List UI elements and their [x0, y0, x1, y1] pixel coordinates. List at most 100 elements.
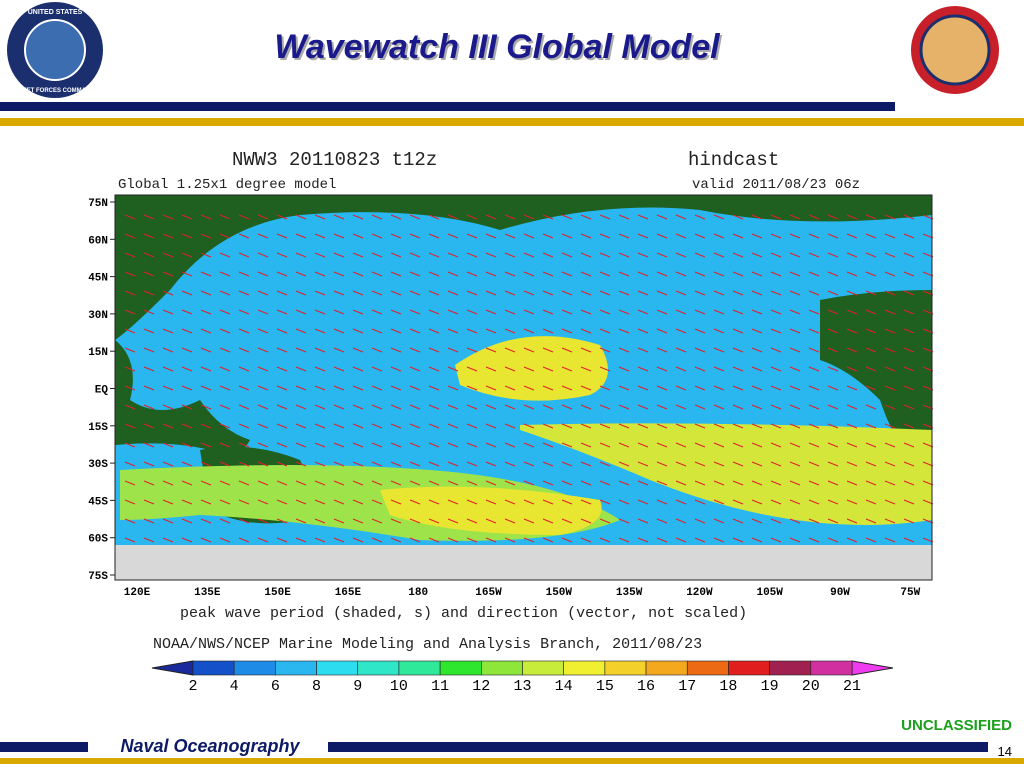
wave-vector — [827, 214, 839, 220]
wave-vector — [580, 366, 592, 372]
wave-vector — [124, 290, 136, 296]
wave-vector — [903, 366, 915, 372]
wave-vector — [846, 404, 858, 410]
wave-vector — [561, 366, 573, 372]
wave-vector — [827, 461, 839, 467]
wave-vector — [314, 461, 326, 467]
wave-vector — [143, 442, 155, 448]
wave-vector — [808, 442, 820, 448]
wave-vector — [751, 290, 763, 296]
wave-vector — [561, 328, 573, 334]
colorbar-label: 11 — [431, 678, 449, 695]
wave-vector — [143, 252, 155, 258]
wave-vector — [922, 385, 934, 391]
wave-vector — [257, 252, 269, 258]
wave-vector — [922, 518, 934, 524]
wave-vector — [922, 309, 934, 315]
wave-vector — [504, 366, 516, 372]
footer-org: Naval Oceanography — [120, 736, 300, 756]
colorbar-label: 13 — [513, 678, 531, 695]
wave-vector — [181, 537, 193, 543]
wave-vector — [428, 518, 440, 524]
colorbar-label: 4 — [230, 678, 239, 695]
colorbar-segment — [481, 660, 523, 676]
wave-vector — [352, 328, 364, 334]
wave-vector — [922, 461, 934, 467]
wave-vector — [922, 404, 934, 410]
wave-vector — [238, 461, 250, 467]
wave-vector — [371, 271, 383, 277]
wave-vector — [447, 461, 459, 467]
wave-vector — [238, 233, 250, 239]
wave-vector — [561, 233, 573, 239]
wave-vector — [751, 518, 763, 524]
wave-vector — [542, 442, 554, 448]
wave-vector — [694, 309, 706, 315]
wave-vector — [903, 385, 915, 391]
wave-vector — [276, 252, 288, 258]
wave-vector — [770, 518, 782, 524]
wave-vector — [770, 366, 782, 372]
wave-vector — [808, 537, 820, 543]
wave-vector — [390, 423, 402, 429]
wave-vector — [219, 290, 231, 296]
wave-vector — [713, 442, 725, 448]
wave-vector — [827, 385, 839, 391]
wave-vector — [580, 252, 592, 258]
wave-vector — [637, 518, 649, 524]
wave-vector — [504, 461, 516, 467]
wave-vector — [827, 290, 839, 296]
wave-vector — [770, 309, 782, 315]
wave-vector — [827, 328, 839, 334]
wave-vector — [846, 271, 858, 277]
wave-vector — [447, 518, 459, 524]
wave-vector — [143, 290, 155, 296]
wave-vector — [504, 309, 516, 315]
wave-vector — [162, 442, 174, 448]
wave-vector — [618, 423, 630, 429]
wave-vector — [371, 404, 383, 410]
wave-vector — [789, 404, 801, 410]
wave-vector — [846, 214, 858, 220]
wave-vector — [713, 328, 725, 334]
colorbar-label: 21 — [843, 678, 861, 695]
wave-vector — [390, 385, 402, 391]
wave-vector — [314, 309, 326, 315]
wave-vector — [200, 290, 212, 296]
wave-vector — [846, 423, 858, 429]
colorbar-label: 9 — [353, 678, 362, 695]
wave-vector — [846, 309, 858, 315]
wave-vector — [276, 461, 288, 467]
wave-vector — [181, 347, 193, 353]
wave-vector — [200, 233, 212, 239]
wave-vector — [770, 328, 782, 334]
lat-label: 30N — [88, 310, 108, 322]
colorbar-segment — [563, 660, 606, 676]
wave-vector — [618, 461, 630, 467]
colorbar-label: 17 — [678, 678, 696, 695]
wave-vector — [162, 271, 174, 277]
wave-vector — [884, 518, 896, 524]
map-model: Global 1.25x1 degree model — [118, 177, 336, 193]
wave-vector — [162, 404, 174, 410]
wave-vector — [922, 328, 934, 334]
wave-vector — [124, 404, 136, 410]
wave-vector — [295, 309, 307, 315]
wave-vector — [333, 214, 345, 220]
wave-vector — [504, 271, 516, 277]
wave-vector — [732, 442, 744, 448]
wave-vector — [219, 537, 231, 543]
wave-vector — [770, 442, 782, 448]
wave-vector — [390, 347, 402, 353]
wave-vector — [200, 404, 212, 410]
colorbar-label: 20 — [802, 678, 820, 695]
wave-vector — [637, 328, 649, 334]
wave-vector — [865, 404, 877, 410]
wave-vector — [827, 233, 839, 239]
wave-vector — [162, 499, 174, 505]
wave-vector — [523, 461, 535, 467]
wave-vector — [504, 252, 516, 258]
wave-vector — [884, 461, 896, 467]
wave-vector — [181, 214, 193, 220]
wave-vector — [371, 518, 383, 524]
